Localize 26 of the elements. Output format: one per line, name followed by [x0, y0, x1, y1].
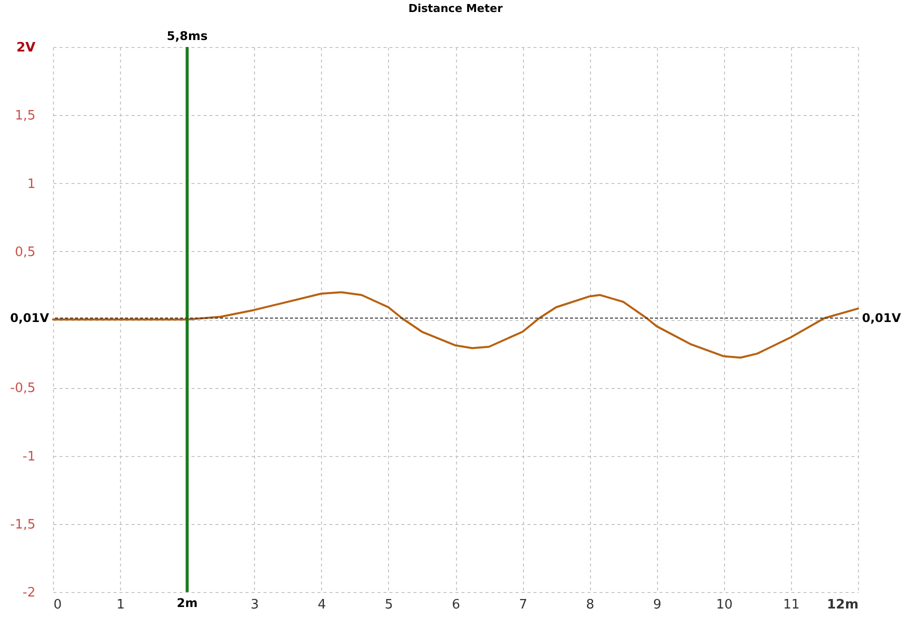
x-tick-label: 5: [384, 598, 394, 612]
x-tick-label: 8: [586, 598, 594, 612]
y-tick-label: -2: [22, 586, 36, 600]
x-tick-label: 4: [318, 598, 326, 612]
x-tick-label: 1: [116, 598, 125, 612]
ref-line-label: 2m: [176, 596, 198, 610]
x-tick-label: 11: [783, 598, 800, 612]
y-tick-label: -1: [22, 449, 36, 464]
y-tick-label: 2V: [16, 40, 36, 56]
x-tick-label: 7: [518, 598, 528, 612]
x-tick-label: 3: [250, 598, 259, 612]
y-tick-label: -1,5: [10, 517, 36, 532]
chart-title: Distance Meter: [408, 2, 504, 15]
x-tick-label: 9: [653, 598, 662, 612]
x-tick-label: 6: [452, 598, 460, 612]
annotation: 5,8ms: [166, 29, 208, 43]
y-tick-label: -0,5: [10, 381, 36, 396]
y-tick-label: 0,5: [14, 244, 36, 260]
x-tick-label: 10: [716, 598, 733, 612]
y-tick-label: 1,5: [14, 108, 36, 124]
x-tick-label: 12m: [826, 598, 858, 612]
y-tick-label: 1: [27, 176, 36, 192]
ref-line-label: 0,01V: [10, 311, 50, 326]
x-tick-label: 0: [54, 598, 62, 612]
line-series: [52, 291, 859, 359]
text: 0,01V: [862, 311, 901, 326]
